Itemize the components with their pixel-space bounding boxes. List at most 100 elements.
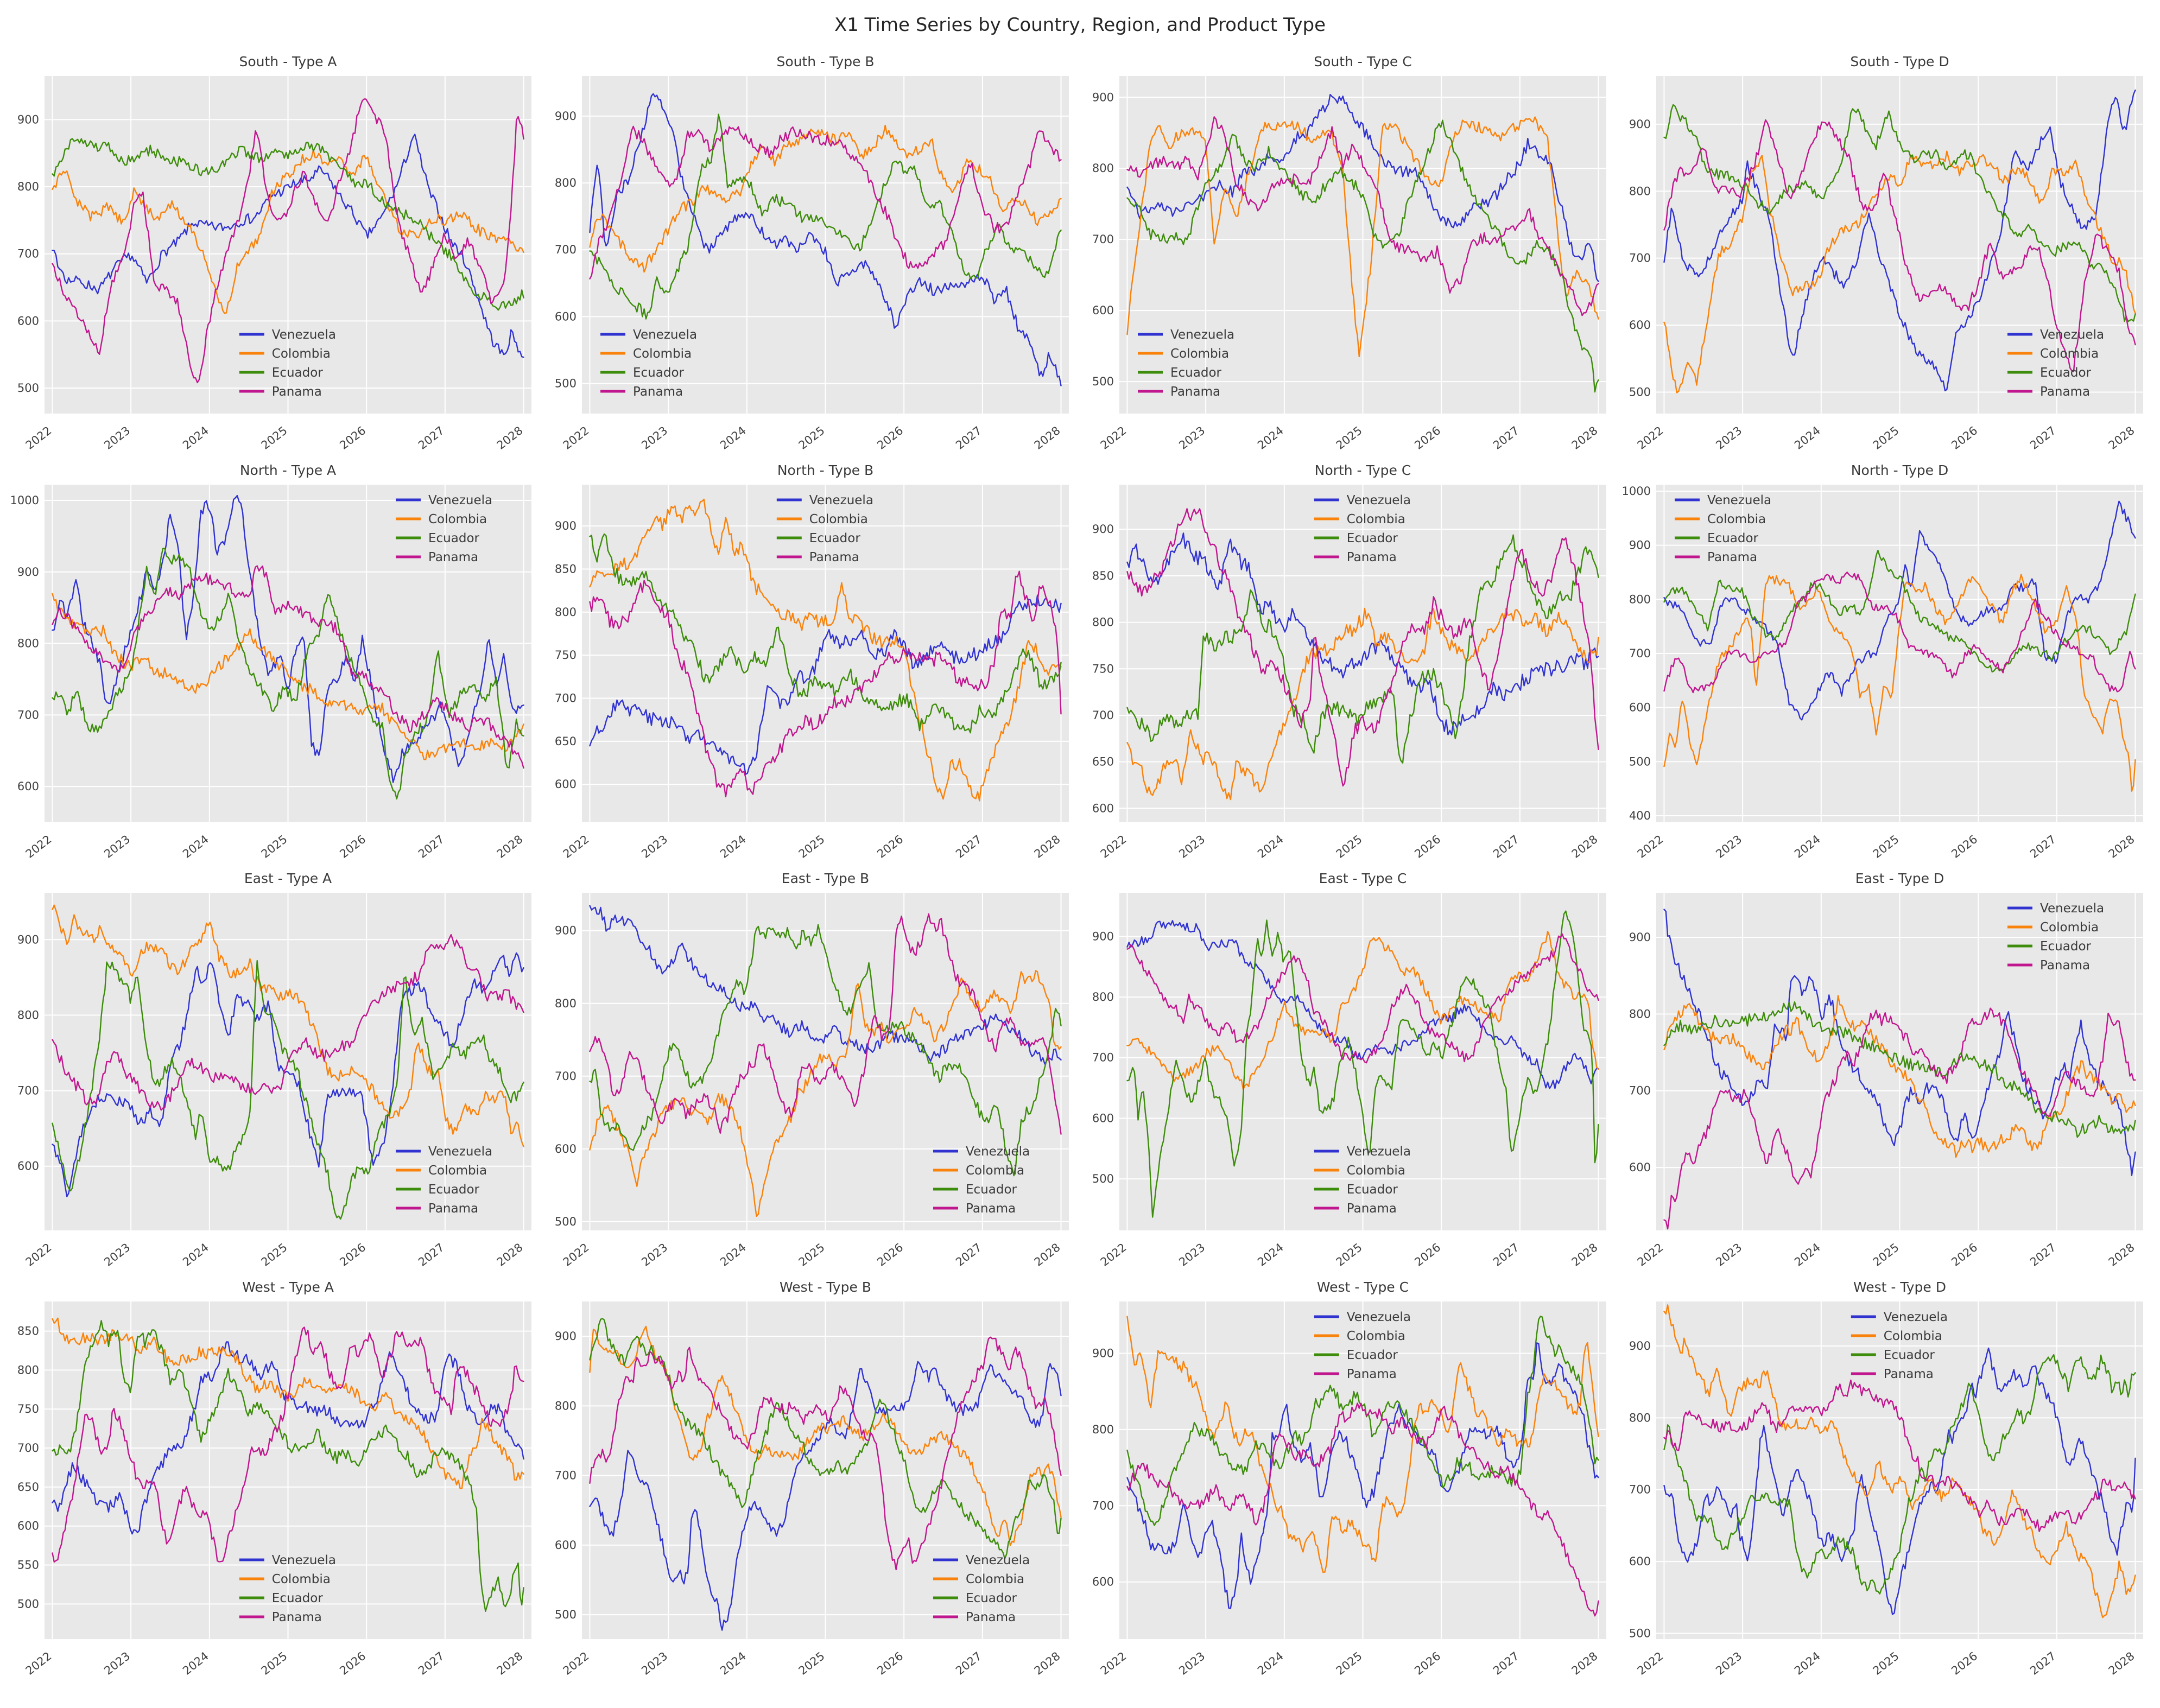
subplot-title: North - Type B [777,462,873,478]
x-tick-label: 2024 [1255,833,1286,860]
series-line-venezuela [52,134,524,358]
y-tick-label: 650 [17,1480,39,1493]
subplot-cell-east-type-a: 600 700 800 900 2022 2023 2024 2025 2026 2027 2028… [5,862,543,1271]
x-tick-label: 2026 [875,1241,905,1268]
subplot-north-type-b: 600 650 700 750 800 850 900 2022 2023 2024 2025 202… [555,462,1069,860]
series-line-panama [1663,571,2136,693]
x-tick-label: 2026 [875,833,905,860]
y-tick-label: 400 [1629,809,1651,822]
y-tick-label: 750 [555,649,577,662]
series-line-ecuador [52,1319,524,1612]
y-tick-label: 600 [555,310,577,323]
legend-label-colombia: Colombia [428,512,487,526]
x-tick-label: 2023 [1714,1241,1745,1268]
legend-label-ecuador: Ecuador [1346,1348,1398,1362]
y-tick-label: 900 [1629,118,1651,131]
y-tick-label: 1000 [1622,484,1651,497]
x-tick-label: 2026 [337,833,368,860]
y-tick-label: 900 [555,519,577,532]
y-tick-label: 850 [17,1324,39,1337]
series-line-venezuela [1126,532,1599,735]
legend-label-colombia: Colombia [1884,1329,1942,1343]
series-line-panama [52,98,524,384]
x-tick-label: 2022 [1635,424,1666,452]
x-tick-label: 2023 [1176,1241,1207,1268]
series-line-ecuador [1663,1354,2136,1595]
y-tick-label: 650 [1092,755,1113,768]
subplot-title: East - Type C [1319,871,1407,886]
series-line-ecuador [1126,910,1599,1218]
x-tick-label: 2022 [1098,1241,1129,1268]
y-tick-label: 500 [17,382,39,395]
x-tick-label: 2025 [796,1649,827,1677]
y-tick-label: 500 [555,1215,577,1228]
series-line-ecuador [1126,1315,1599,1526]
legend-label-panama: Panama [428,550,478,564]
x-tick-label: 2024 [1792,1241,1823,1268]
subplot-title: East - Type D [1855,871,1944,886]
subplot-cell-east-type-d: 600 700 800 900 2022 2023 2024 2025 2026 2027 2028… [1617,862,2155,1271]
y-tick-label: 700 [1092,1499,1113,1512]
subplot-south-type-a: 500 600 700 800 900 2022 2023 2024 2025 2026 2027 2… [17,54,531,452]
x-tick-label: 2027 [953,424,984,452]
x-tick-label: 2022 [1098,833,1129,860]
y-tick-label: 600 [1629,701,1651,714]
legend: Venezuela Colombia Ecuador Panama [1675,493,1771,564]
x-tick-label: 2025 [1333,1649,1364,1677]
series-line-panama [52,934,524,1111]
x-tick-label: 2023 [1714,833,1745,860]
subplot-title: North - Type D [1851,462,1948,478]
x-tick-label: 2022 [560,833,591,860]
x-tick-label: 2028 [495,833,525,860]
x-tick-label: 2027 [1491,424,1522,452]
legend-label-panama: Panama [1884,1367,1934,1381]
x-tick-label: 2024 [718,833,749,860]
legend-label-colombia: Colombia [272,347,331,361]
subplot-title: South - Type A [239,54,337,69]
legend-label-venezuela: Venezuela [809,493,873,507]
legend-label-ecuador: Ecuador [272,1591,324,1605]
legend-label-colombia: Colombia [633,347,692,361]
x-tick-label: 2022 [1635,1649,1666,1677]
y-tick-label: 1000 [10,493,39,506]
legend-label-panama: Panama [966,1202,1016,1216]
x-tick-label: 2026 [1412,1649,1443,1677]
y-tick-label: 700 [1629,647,1651,660]
legend-label-ecuador: Ecuador [1346,531,1398,545]
x-tick-label: 2028 [1569,424,1600,452]
x-tick-label: 2024 [718,1241,749,1268]
series-line-colombia [1663,995,2136,1158]
subplot-cell-north-type-d: 400 500 600 700 800 900 1000 2022 2023 2024 2025 20… [1617,454,2155,863]
y-tick-label: 700 [1092,1051,1113,1064]
x-tick-label: 2023 [1176,424,1207,452]
y-tick-label: 700 [17,247,39,261]
y-tick-label: 500 [1629,386,1651,399]
y-tick-label: 800 [1629,593,1651,606]
subplot-east-type-b: 500 600 700 800 900 2022 2023 2024 2025 2026 2027 2… [555,871,1069,1268]
y-tick-label: 900 [17,933,39,946]
legend-label-venezuela: Venezuela [1346,1310,1410,1324]
x-tick-label: 2025 [1871,1649,1902,1677]
x-tick-label: 2022 [560,1241,591,1268]
subplot-title: South - Type C [1314,54,1411,69]
y-tick-label: 600 [555,1538,577,1551]
subplot-title: West - Type A [242,1279,334,1295]
y-tick-label: 700 [555,243,577,256]
y-tick-label: 800 [17,637,39,650]
series-line-panama [52,565,524,769]
y-tick-label: 800 [555,176,577,189]
subplot-west-type-b: 500 600 700 800 900 2022 2023 2024 2025 2026 2027 2… [555,1279,1069,1677]
legend-label-panama: Panama [2040,385,2090,399]
y-tick-label: 750 [17,1402,39,1415]
y-tick-label: 900 [555,1330,577,1343]
series-line-ecuador [1126,119,1599,393]
series-line-colombia [1663,150,2136,393]
legend-label-panama: Panama [1707,550,1757,564]
legend-label-ecuador: Ecuador [809,531,861,545]
legend-label-panama: Panama [272,1610,322,1624]
legend-label-panama: Panama [966,1610,1016,1624]
x-tick-label: 2026 [1412,833,1443,860]
legend-label-venezuela: Venezuela [2040,901,2104,916]
legend: Venezuela Colombia Ecuador Panama [1851,1310,1948,1381]
x-tick-label: 2022 [1098,424,1129,452]
